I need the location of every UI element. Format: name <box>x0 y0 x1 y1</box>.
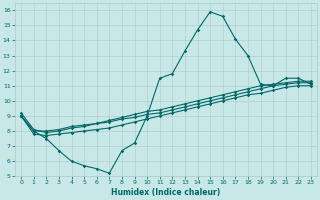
X-axis label: Humidex (Indice chaleur): Humidex (Indice chaleur) <box>111 188 221 197</box>
